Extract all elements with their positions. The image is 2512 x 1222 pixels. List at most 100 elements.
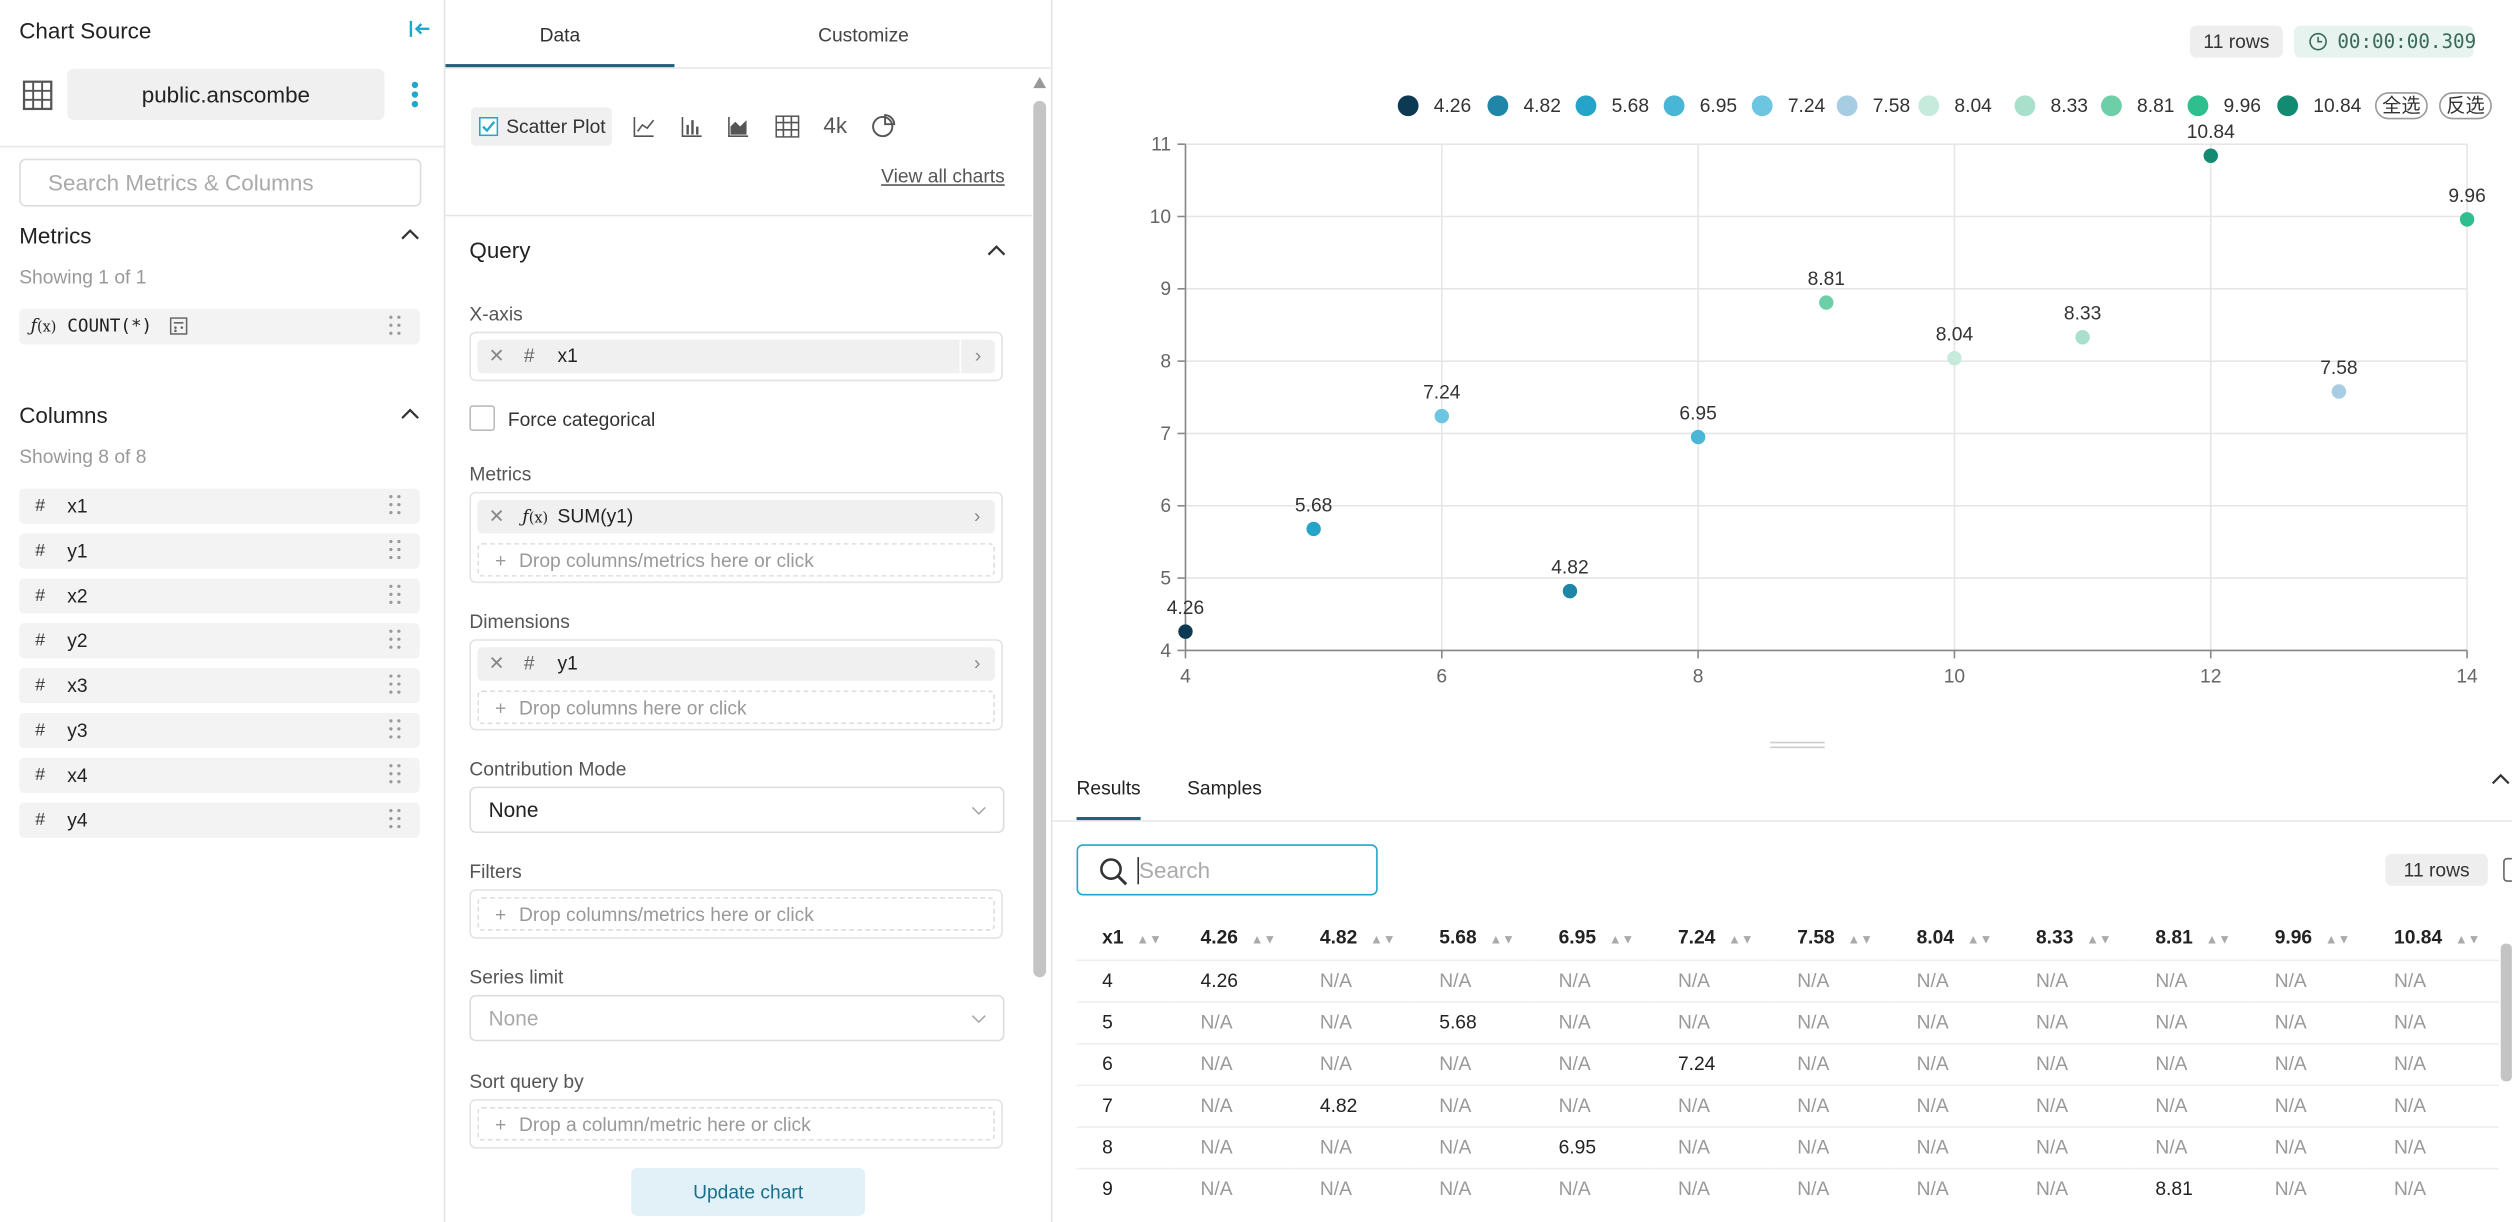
legend-label[interactable]: 9.96 [2224, 96, 2261, 117]
tab-samples[interactable]: Samples [1187, 776, 1262, 800]
data-point[interactable] [1947, 351, 1962, 366]
sort-icon[interactable]: ▲▼ [1728, 932, 1754, 948]
drag-handle-icon[interactable] [389, 539, 402, 562]
drop-filters-zone[interactable]: + Drop columns/metrics here or click [477, 897, 995, 931]
drag-handle-icon[interactable] [389, 315, 402, 338]
sort-icon[interactable]: ▲▼ [2205, 932, 2231, 948]
chevron-up-icon[interactable] [401, 227, 420, 240]
sort-icon[interactable]: ▲▼ [1847, 932, 1873, 948]
collapse-panel-icon[interactable] [409, 19, 431, 38]
pie-chart-icon[interactable] [871, 114, 896, 138]
legend-select-all-button[interactable] [2374, 92, 2428, 120]
column-item[interactable]: # x4 [19, 757, 420, 793]
data-point[interactable] [2075, 330, 2090, 345]
series-limit-select[interactable]: None [469, 994, 1005, 1042]
update-chart-button[interactable]: Update chart [631, 1167, 866, 1216]
remove-icon[interactable]: ✕ [488, 504, 505, 528]
column-item[interactable]: # y4 [19, 802, 420, 838]
chevron-up-icon[interactable] [2491, 772, 2510, 785]
dimensions-control[interactable]: ✕ # y1 › + Drop columns here or click [469, 639, 1003, 731]
sort-icon[interactable]: ▲▼ [1136, 932, 1162, 948]
viz-type-selected[interactable]: Scatter Plot [470, 107, 612, 146]
legend-marker[interactable] [1397, 95, 1419, 117]
column-header[interactable]: 4.82 ▲▼ [1294, 916, 1413, 959]
column-header[interactable]: 6.95 ▲▼ [1533, 916, 1652, 959]
column-item[interactable]: # x3 [19, 668, 420, 704]
legend-marker[interactable] [2277, 95, 2299, 117]
data-point[interactable] [1434, 408, 1450, 424]
column-header[interactable]: 8.81 ▲▼ [2130, 916, 2249, 959]
drag-handle-icon[interactable] [389, 809, 402, 831]
sort-icon[interactable]: ▲▼ [2086, 932, 2112, 948]
column-item[interactable]: # y3 [19, 712, 420, 749]
contribution-mode-select[interactable]: None [469, 786, 1005, 834]
column-header[interactable]: x1 ▲▼ [1077, 916, 1175, 959]
data-point[interactable] [1819, 295, 1834, 310]
data-point[interactable] [2459, 212, 2475, 227]
scroll-up-icon[interactable] [1033, 76, 1047, 89]
sort-icon[interactable]: ▲▼ [1250, 932, 1277, 948]
bar-chart-icon[interactable] [681, 115, 703, 137]
legend-marker[interactable] [2014, 95, 2036, 117]
filters-control[interactable]: + Drop columns/metrics here or click [469, 889, 1003, 939]
search-metrics-columns-input[interactable]: Search Metrics & Columns [19, 158, 422, 207]
legend-label[interactable]: 10.84 [2313, 96, 2361, 117]
legend-marker[interactable] [1836, 95, 1858, 117]
legend-marker[interactable] [1575, 95, 1597, 117]
data-point[interactable] [1690, 429, 1706, 445]
chevron-up-icon[interactable] [987, 244, 1006, 257]
sort-icon[interactable]: ▲▼ [1608, 932, 1635, 948]
metrics-control[interactable]: ✕ ƒ(x) SUM(y1) › + Drop columns/metrics h… [469, 491, 1003, 584]
column-header[interactable]: 10.84 ▲▼ [2368, 916, 2499, 959]
remove-icon[interactable]: ✕ [488, 652, 505, 675]
area-chart-icon[interactable] [727, 115, 749, 137]
legend-label[interactable]: 8.04 [1954, 96, 1992, 117]
copy-icon[interactable] [2499, 855, 2512, 884]
table-scrollbar[interactable] [2500, 943, 2512, 1082]
drop-sort-zone[interactable]: + Drop a column/metric here or click [477, 1106, 995, 1141]
force-categorical-checkbox[interactable] [469, 405, 496, 431]
metric-item[interactable]: ƒ(x) COUNT(*) [19, 309, 420, 345]
dataset-menu-icon[interactable] [410, 80, 420, 109]
resize-handle[interactable] [1770, 741, 1825, 749]
column-item[interactable]: # x2 [19, 578, 420, 614]
data-point[interactable] [1562, 583, 1578, 599]
legend-marker[interactable] [2101, 95, 2122, 117]
line-chart-icon[interactable] [633, 115, 655, 137]
legend-label[interactable]: 7.58 [1873, 96, 1910, 117]
tab-customize[interactable]: Customize [818, 24, 909, 47]
view-all-charts-link[interactable]: View all charts [881, 165, 1005, 188]
legend-label[interactable]: 4.26 [1434, 96, 1471, 117]
sort-query-control[interactable]: + Drop a column/metric here or click [469, 1098, 1003, 1149]
scrollbar-thumb[interactable] [1033, 100, 1047, 978]
tab-data[interactable]: Data [539, 24, 581, 47]
column-header[interactable]: 8.33 ▲▼ [2010, 916, 2129, 959]
sort-icon[interactable]: ▲▼ [1370, 932, 1396, 948]
column-header[interactable]: 4.26 ▲▼ [1175, 916, 1294, 959]
sort-icon[interactable]: ▲▼ [1966, 932, 1993, 948]
drag-handle-icon[interactable] [389, 764, 402, 786]
tab-results[interactable]: Results [1076, 776, 1141, 800]
column-item[interactable]: # y2 [19, 623, 420, 659]
legend-label[interactable]: 4.82 [1524, 96, 1561, 117]
sort-icon[interactable]: ▲▼ [1489, 932, 1515, 948]
drag-handle-icon[interactable] [389, 674, 402, 696]
legend-marker[interactable] [1918, 95, 1940, 117]
drag-handle-icon[interactable] [389, 629, 402, 652]
column-item[interactable]: # x1 [19, 488, 420, 524]
legend-marker[interactable] [1487, 95, 1509, 117]
drag-handle-icon[interactable] [389, 719, 402, 741]
table-icon[interactable] [775, 115, 800, 138]
chevron-right-icon[interactable]: › [959, 339, 995, 374]
column-header[interactable]: 7.58 ▲▼ [1772, 916, 1891, 959]
drag-handle-icon[interactable] [389, 584, 402, 607]
big-number-icon[interactable]: 4k [823, 112, 848, 138]
drop-columns-zone[interactable]: + Drop columns here or click [477, 690, 995, 725]
column-header[interactable]: 9.96 ▲▼ [2249, 916, 2368, 959]
data-point[interactable] [1178, 624, 1193, 639]
data-point[interactable] [2203, 148, 2218, 163]
legend-label[interactable]: 8.33 [2051, 96, 2088, 117]
sort-icon[interactable]: ▲▼ [2454, 932, 2481, 948]
legend-label[interactable]: 7.24 [1788, 96, 1826, 117]
legend-label[interactable]: 6.95 [1700, 96, 1737, 117]
